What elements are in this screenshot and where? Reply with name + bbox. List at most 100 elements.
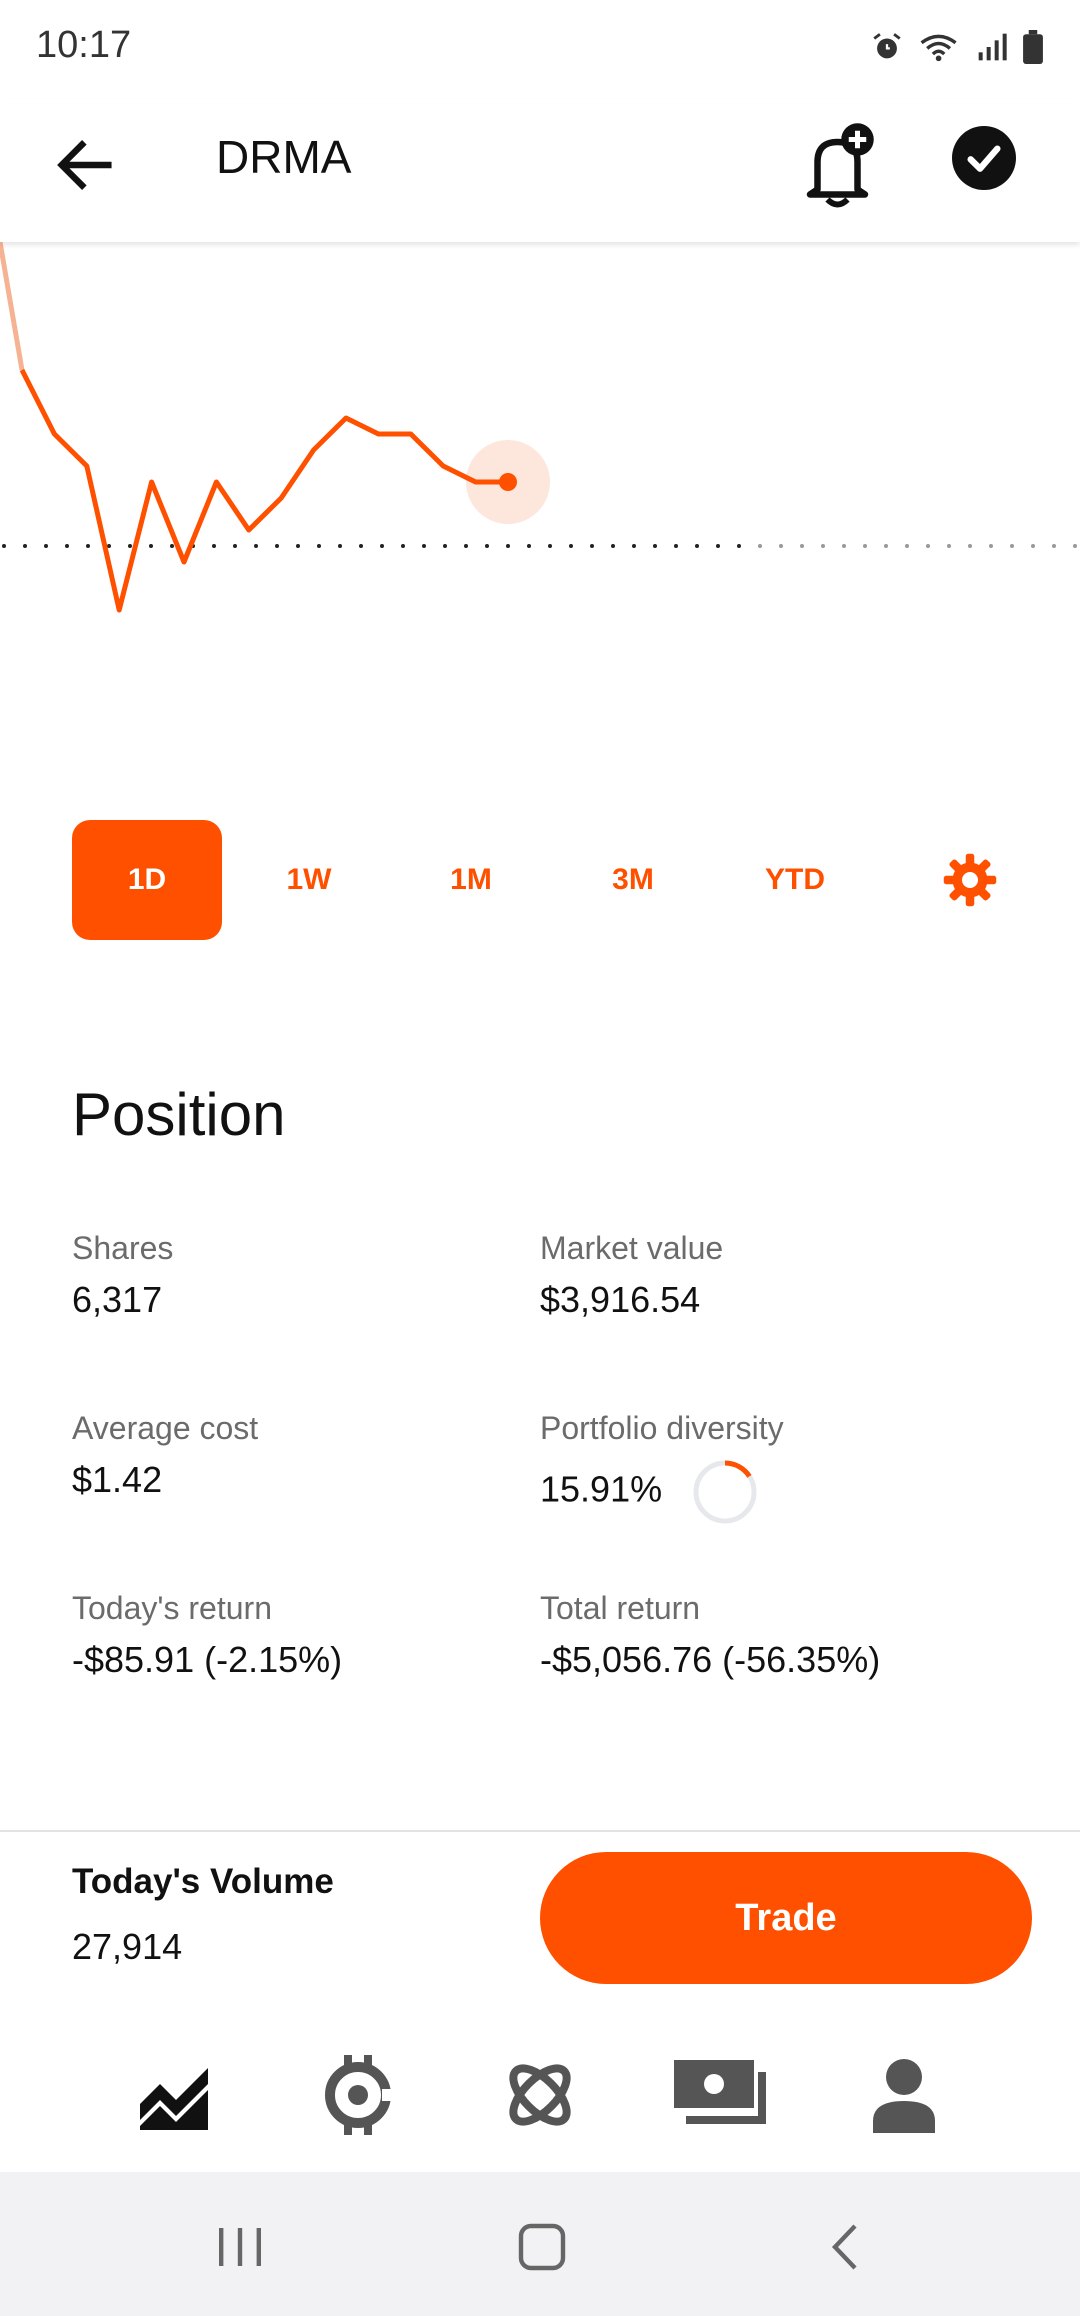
status-icons [870,30,1044,64]
bottom-tab-bar [0,2010,1080,2170]
status-time: 10:17 [36,24,132,66]
range-3m-button[interactable]: 3M [612,863,654,896]
tab-discover[interactable] [490,2050,590,2140]
reference-line-dot [1010,544,1014,548]
gear-icon [943,853,997,907]
reference-line-dot [44,544,48,548]
reference-line-dot [317,544,321,548]
discover-icon [509,2064,571,2126]
system-back-button[interactable] [806,2212,886,2282]
todays-return-value: -$85.91 (-2.15%) [72,1639,343,1680]
watchlist-check-button[interactable] [952,126,1016,190]
reference-line-dot [506,544,510,548]
reference-line-dot [842,544,846,548]
reference-line-dot [548,544,552,548]
portfolio-diversity-row: 15.91% [540,1459,784,1525]
shares-value: 6,317 [72,1279,163,1320]
reference-line-dot [107,544,111,548]
reference-line-dot [716,544,720,548]
reference-line-dot [926,544,930,548]
tab-investing[interactable] [126,2050,226,2140]
todays-return-label: Today's return [72,1590,272,1626]
portfolio-diversity-label: Portfolio diversity [540,1410,784,1446]
wifi-icon [920,34,957,62]
volume-label: Today's Volume [72,1862,334,1901]
shares-label: Shares [72,1230,174,1266]
reference-line-dot [338,544,342,548]
recent-apps-button[interactable] [200,2212,280,2282]
total-return-label: Total return [540,1590,701,1626]
reference-line-dot [359,544,363,548]
average-cost-stat: Average cost $1.42 [72,1410,258,1501]
cash-icon [674,2060,766,2124]
check-icon [967,145,1001,172]
reference-line-dot [527,544,531,548]
reference-line-dot [380,544,384,548]
reference-line-dot [905,544,909,548]
tab-account[interactable] [854,2050,954,2140]
reference-line-dot [989,544,993,548]
home-button[interactable] [502,2212,582,2282]
reference-line-dot [1052,544,1056,548]
market-value-value: $3,916.54 [540,1279,701,1320]
reference-line-dot [275,544,279,548]
reference-line-dot [800,544,804,548]
market-value-label: Market value [540,1230,724,1266]
reference-line-dot [464,544,468,548]
range-ytd-button[interactable]: YTD [765,863,825,896]
reference-line-dot [2,544,6,548]
account-icon [873,2059,935,2133]
reference-line-dot [674,544,678,548]
portfolio-diversity-value: 15.91% [540,1468,663,1510]
average-cost-value: $1.42 [72,1459,163,1500]
reference-line-dot [149,544,153,548]
price-line [19,368,508,613]
battery-icon [1023,30,1043,64]
range-1w-button[interactable]: 1W [286,863,332,896]
price-chart[interactable] [0,242,1080,802]
system-navigation-bar [0,2172,1080,2316]
reference-line-dot [485,544,489,548]
reference-line-dot [968,544,972,548]
tab-crypto[interactable] [308,2050,408,2140]
reference-line-dot [212,544,216,548]
bell-plus-icon [806,123,874,208]
reference-line-dot [1031,544,1035,548]
current-price-dot [499,473,517,491]
diversity-ring-icon [693,1460,757,1524]
divider [0,1830,1080,1832]
reference-line-dot [401,544,405,548]
reference-line-dot [443,544,447,548]
reference-line-dot [695,544,699,548]
reference-line-dot [653,544,657,548]
range-1m-button[interactable]: 1M [450,863,492,896]
reference-line-dot [233,544,237,548]
price-line-lead [0,242,25,371]
add-alert-button[interactable] [800,122,875,212]
total-return-value: -$5,056.76 (-56.35%) [540,1639,881,1680]
reference-line-dot [422,544,426,548]
reference-line-dot [569,544,573,548]
home-icon [518,2223,566,2271]
reference-line-dot [779,544,783,548]
back-button[interactable] [50,130,120,200]
volume-value: 27,914 [72,1926,183,1967]
reference-line-dot [863,544,867,548]
shares-stat: Shares 6,317 [72,1230,173,1321]
chart-settings-button[interactable] [940,850,1000,910]
portfolio-diversity-stat[interactable]: Portfolio diversity 15.91% [540,1410,784,1525]
range-1d-button[interactable]: 1D [72,820,222,940]
reference-line-dot [65,544,69,548]
reference-line-dot [947,544,951,548]
reference-line-dot [86,544,90,548]
market-value-stat: Market value $3,916.54 [540,1230,723,1321]
arrow-left-icon [57,140,112,190]
trade-button[interactable]: Trade [540,1852,1032,1984]
reference-line-dot [23,544,27,548]
tab-cash[interactable] [672,2050,772,2140]
reference-line-dot [737,544,741,548]
alarm-icon [873,33,901,59]
investing-chart-icon [140,2068,208,2130]
reference-line-dot [296,544,300,548]
reference-line-dot [632,544,636,548]
